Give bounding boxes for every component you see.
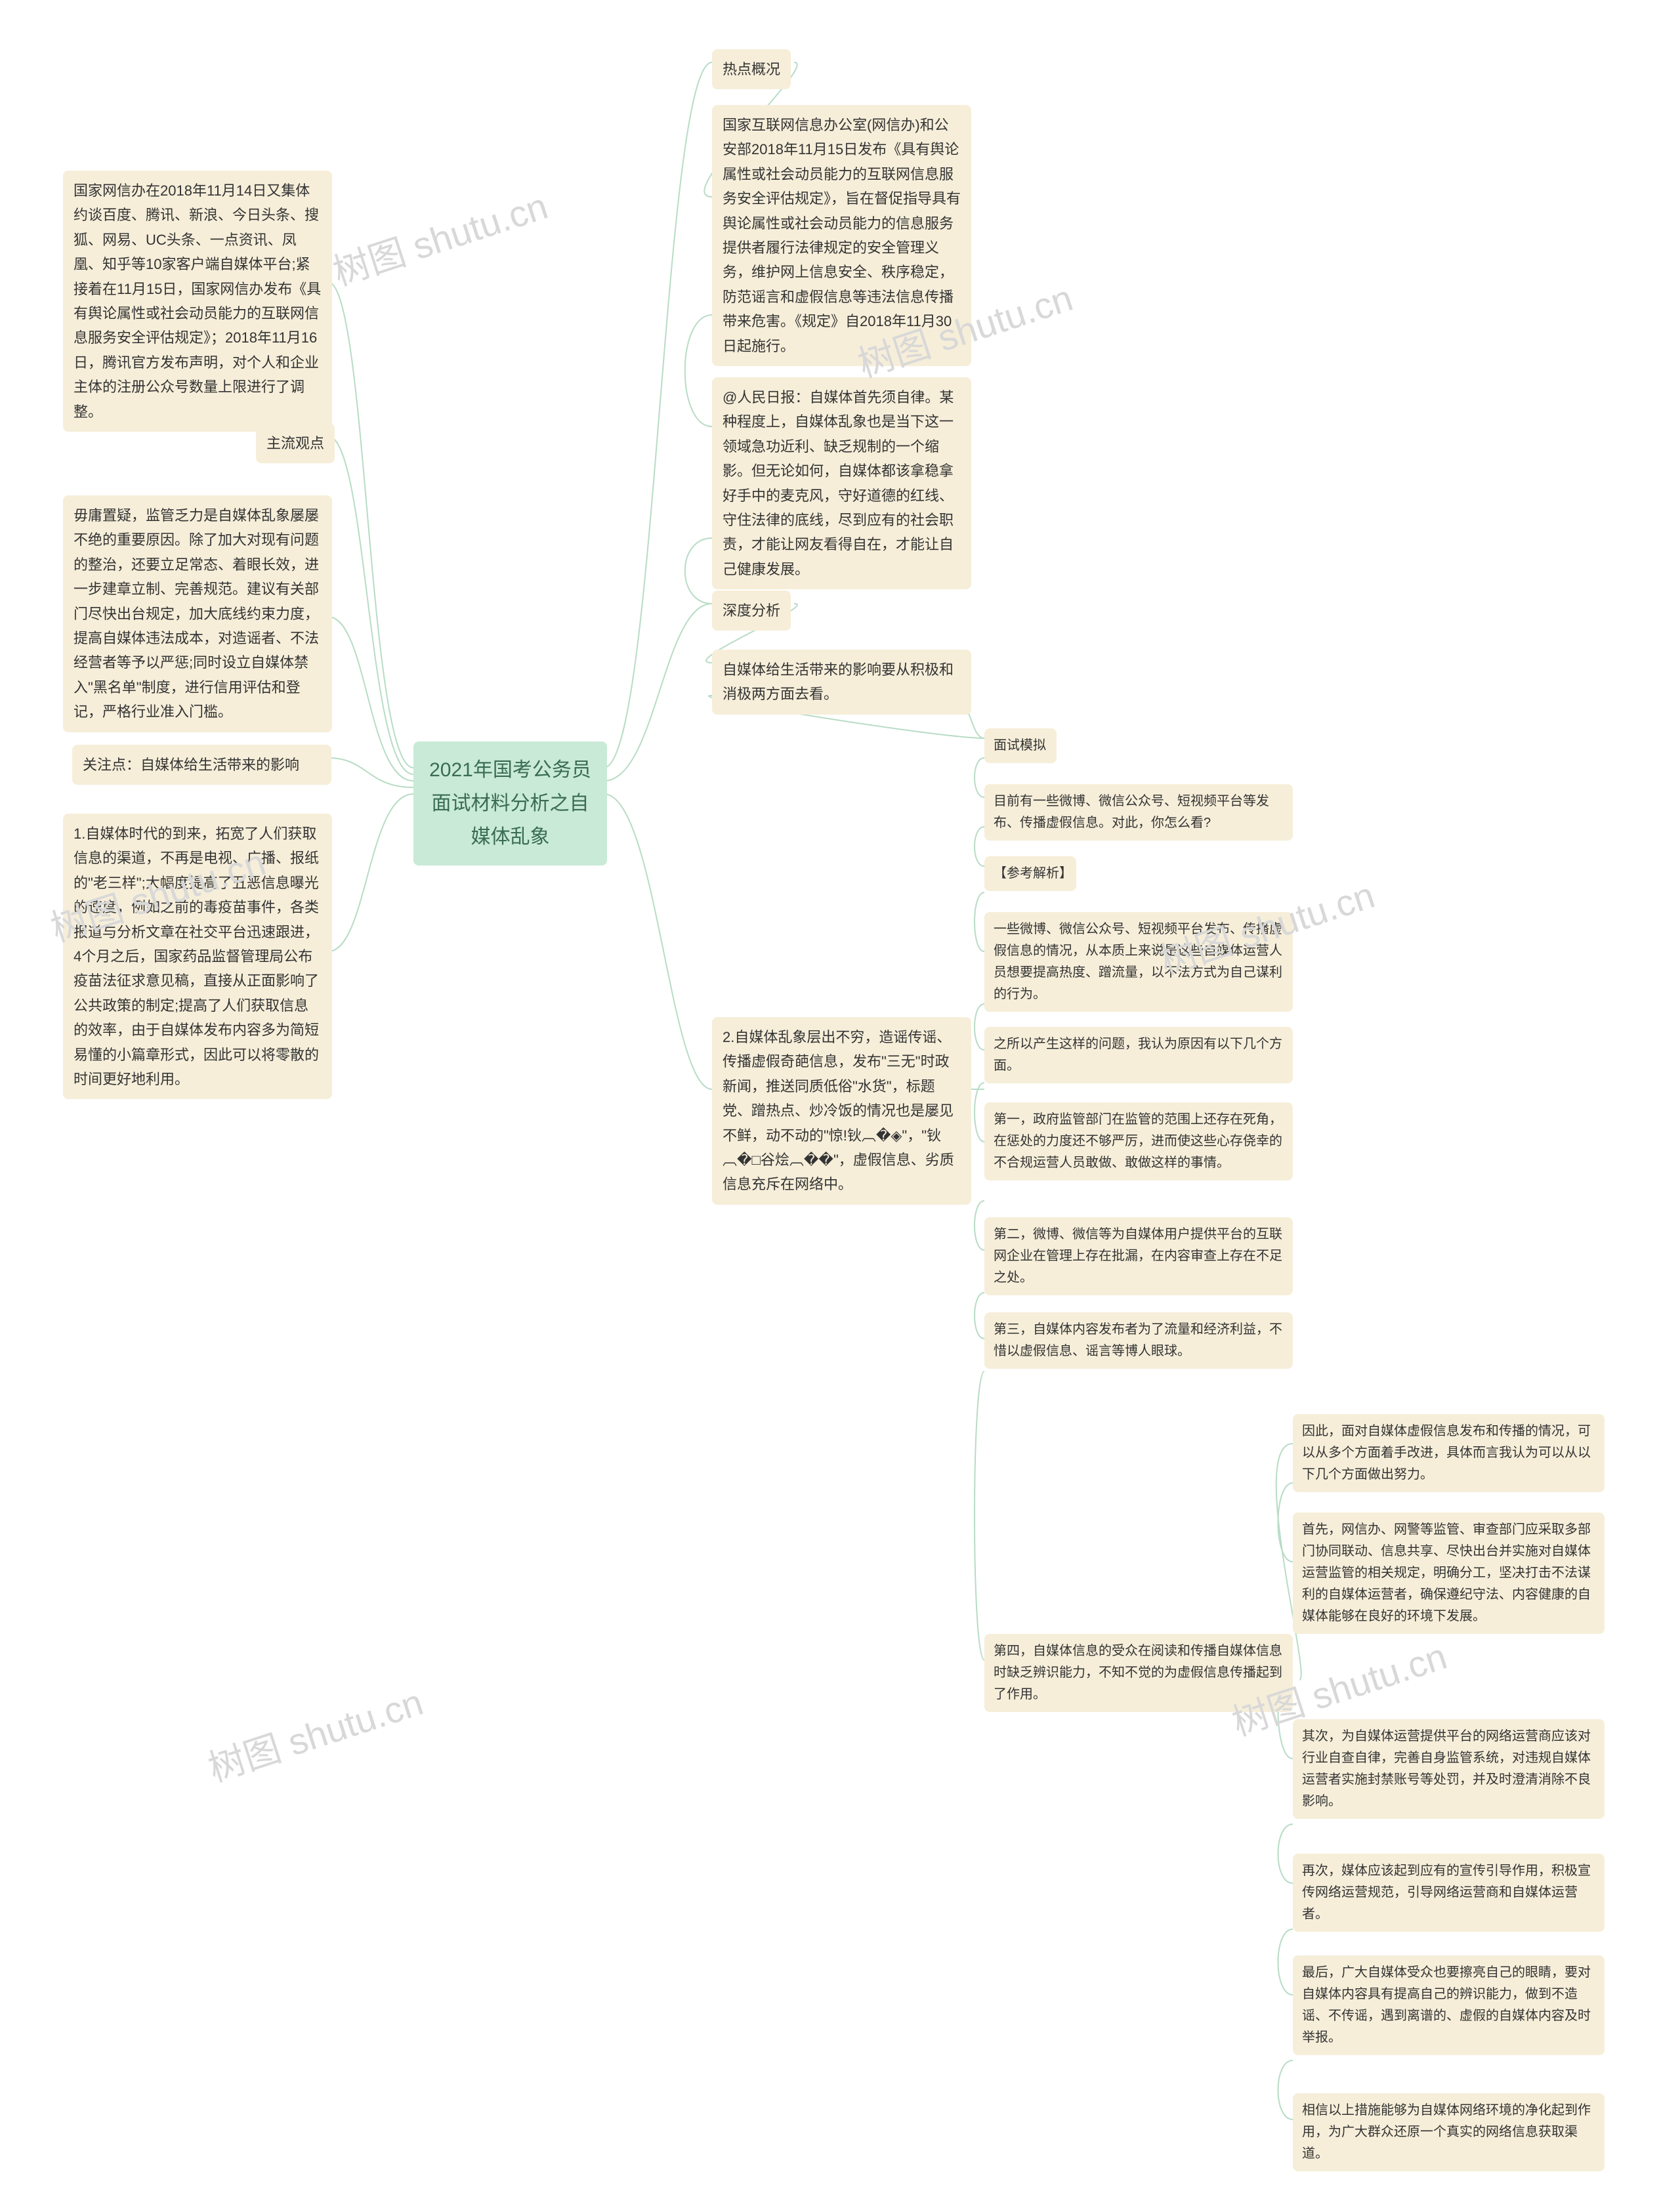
right-peoples-daily-quote: @人民日报：自媒体首先须自律。某种程度上，自媒体乱象也是当下这一领域急功近利、缺… — [712, 377, 971, 589]
sim-reasons-intro: 之所以产生这样的问题，我认为原因有以下几个方面。 — [984, 1027, 1293, 1083]
sol-third: 再次，媒体应该起到应有的宣传引导作用，积极宣传网络运营规范，引导网络运营商和自媒… — [1293, 1854, 1605, 1932]
sol-intro: 因此，面对自媒体虚假信息发布和传播的情况，可以从多个方面着手改进，具体而言我认为… — [1293, 1414, 1605, 1492]
right-hotspot-label: 热点概况 — [712, 49, 791, 89]
sim-reason-3: 第三，自媒体内容发布者为了流量和经济利益，不惜以虚假信息、谣言等博人眼球。 — [984, 1312, 1293, 1369]
sol-last: 最后，广大自媒体受众也要擦亮自己的眼睛，要对自媒体内容具有提高自己的辨识能力，做… — [1293, 1955, 1605, 2055]
left-context-note: 国家网信办在2018年11月14日又集体约谈百度、腾讯、新浪、今日头条、搜狐、网… — [63, 171, 332, 432]
right-regulation-text: 国家互联网信息办公室(网信办)和公安部2018年11月15日发布《具有舆论属性或… — [712, 105, 971, 366]
right-impact-both-sides: 自媒体给生活带来的影响要从积极和消极两方面去看。 — [712, 650, 971, 715]
sol-second: 其次，为自媒体运营提供平台的网络运营商应该对行业自查自律，完善自身监管系统，对违… — [1293, 1719, 1605, 1819]
center-title: 2021年国考公务员面试材料分析之自媒体乱象 — [413, 741, 607, 866]
sol-conclusion: 相信以上措施能够为自媒体网络环境的净化起到作用，为广大群众还原一个真实的网络信息… — [1293, 2093, 1605, 2171]
right-depth-analysis-label: 深度分析 — [712, 591, 791, 631]
right-negative-impact: 2.自媒体乱象层出不穷，造谣传谣、传播虚假奇葩信息，发布"三无"时政新闻，推送同… — [712, 1017, 971, 1205]
left-positive-impact: 1.自媒体时代的到来，拓宽了人们获取信息的渠道，不再是电视、广播、报纸的"老三样… — [63, 814, 332, 1099]
watermark: 树图 shutu.cn — [201, 1673, 429, 1793]
sim-reason-4: 第四，自媒体信息的受众在阅读和传播自媒体信息时缺乏辨识能力，不知不觉的为虚假信息… — [984, 1634, 1293, 1712]
sim-analysis-intro: 一些微博、微信公众号、短视频平台发布、传播虚假信息的情况，从本质上来说是这些自媒… — [984, 912, 1293, 1012]
sim-reason-1: 第一，政府监管部门在监管的范围上还存在死角，在惩处的力度还不够严厉，进而使这些心… — [984, 1102, 1293, 1180]
watermark: 树图 shutu.cn — [326, 177, 554, 297]
sol-first: 首先，网信办、网警等监管、审查部门应采取多部门协同联动、信息共享、尽快出台并实施… — [1293, 1513, 1605, 1634]
left-regulation-analysis: 毋庸置疑，监管乏力是自媒体乱象屡屡不绝的重要原因。除了加大对现有问题的整治，还要… — [63, 495, 332, 732]
left-mainstream-viewpoint-label: 主流观点 — [256, 423, 335, 463]
sim-question: 目前有一些微博、微信公众号、短视频平台等发布、传播虚假信息。对此，你怎么看? — [984, 784, 1293, 841]
sim-reference-label: 【参考解析】 — [984, 856, 1076, 891]
sim-reason-2: 第二，微博、微信等为自媒体用户提供平台的互联网企业在管理上存在批漏，在内容审查上… — [984, 1217, 1293, 1295]
sim-interview-label: 面试模拟 — [984, 728, 1057, 763]
left-focus-label: 关注点：自媒体给生活带来的影响 — [72, 745, 331, 785]
